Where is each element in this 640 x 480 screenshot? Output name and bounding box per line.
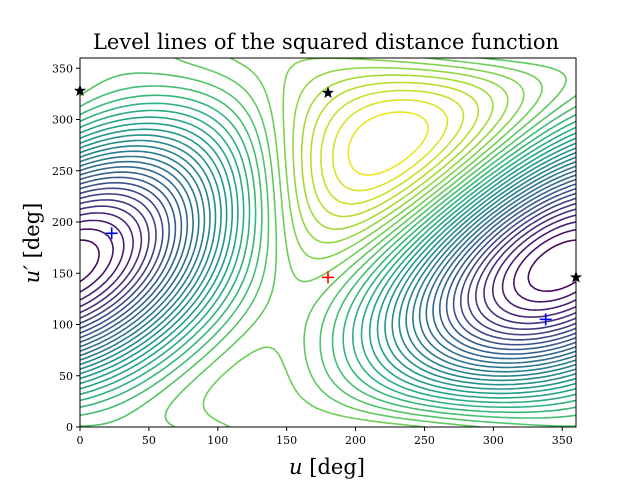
contour-level-line bbox=[164, 58, 567, 427]
contour-level-line bbox=[80, 109, 576, 404]
contour-level-line bbox=[80, 139, 576, 382]
contour-level-line bbox=[80, 94, 576, 414]
minimum-star-marker bbox=[321, 86, 335, 98]
contour-level-line bbox=[300, 74, 494, 230]
x-tick-label: 300 bbox=[483, 434, 504, 447]
contour-level-line bbox=[80, 72, 576, 427]
contour-level-line bbox=[80, 219, 576, 311]
contour-level-line bbox=[282, 58, 525, 260]
contour-level-line bbox=[80, 181, 576, 346]
y-tick-label: 100 bbox=[52, 319, 73, 332]
contour-level-line bbox=[80, 128, 576, 390]
contour-level-line bbox=[310, 81, 480, 218]
contour-level-line bbox=[80, 176, 576, 351]
critical-point-marker bbox=[539, 313, 552, 326]
y-axis-label-unit: [deg] bbox=[20, 203, 44, 265]
maximum-marker bbox=[322, 271, 334, 284]
y-tick-label: 150 bbox=[52, 267, 73, 280]
contour-level-line bbox=[292, 66, 509, 244]
contour-level-line bbox=[320, 89, 465, 205]
contour-level-line bbox=[80, 160, 576, 364]
contour-level-line bbox=[80, 187, 576, 341]
chart-title: Level lines of the squared distance func… bbox=[93, 30, 559, 54]
x-tick-label: 150 bbox=[276, 434, 297, 447]
contour-level-line bbox=[80, 228, 576, 303]
x-axis-label-var: u bbox=[289, 455, 303, 479]
contour-level-line bbox=[80, 145, 576, 377]
y-axis-label: u′ [deg] bbox=[20, 203, 44, 284]
contour-level-line bbox=[80, 199, 576, 330]
contour-level-line bbox=[80, 122, 576, 395]
contour-level-line bbox=[80, 166, 576, 360]
contour-level-line bbox=[80, 155, 576, 369]
contour-level-line bbox=[202, 58, 543, 427]
x-tick-label: 0 bbox=[77, 434, 84, 447]
y-tick-label: 0 bbox=[66, 421, 73, 434]
contour-level-line bbox=[80, 150, 576, 373]
x-tick-label: 100 bbox=[207, 434, 228, 447]
y-axis-label-var: u′ bbox=[20, 265, 44, 284]
y-tick-label: 300 bbox=[52, 114, 73, 127]
x-tick-label: 250 bbox=[414, 434, 435, 447]
critical-point-marker bbox=[105, 227, 118, 240]
y-tick-label: 200 bbox=[52, 216, 73, 229]
x-axis-label: u [deg] bbox=[289, 455, 365, 479]
y-tick-label: 350 bbox=[52, 62, 73, 75]
x-tick-label: 200 bbox=[345, 434, 366, 447]
x-axis-ticks: 0 50 100 150 200 250 300 350 bbox=[77, 427, 573, 447]
x-tick-label: 50 bbox=[142, 434, 156, 447]
y-tick-label: 50 bbox=[59, 370, 73, 383]
y-axis-ticks: 0 50 100 150 200 250 300 350 bbox=[52, 62, 80, 434]
contour-level-line bbox=[80, 85, 576, 419]
contour-level-line bbox=[80, 171, 576, 355]
contour-lines bbox=[80, 58, 576, 427]
contour-level-line bbox=[347, 111, 429, 176]
x-tick-label: 350 bbox=[552, 434, 573, 447]
contour-level-line bbox=[80, 116, 576, 399]
contour-level-line bbox=[80, 102, 576, 408]
contour-level-line bbox=[80, 193, 576, 336]
contour-level-line bbox=[332, 99, 449, 192]
y-tick-label: 250 bbox=[52, 165, 73, 178]
x-axis-label-unit: [deg] bbox=[303, 455, 365, 479]
contour-level-line bbox=[80, 239, 576, 292]
plot-frame bbox=[79, 57, 577, 428]
contour-level-line bbox=[80, 205, 576, 325]
contour-level-line bbox=[80, 134, 576, 386]
